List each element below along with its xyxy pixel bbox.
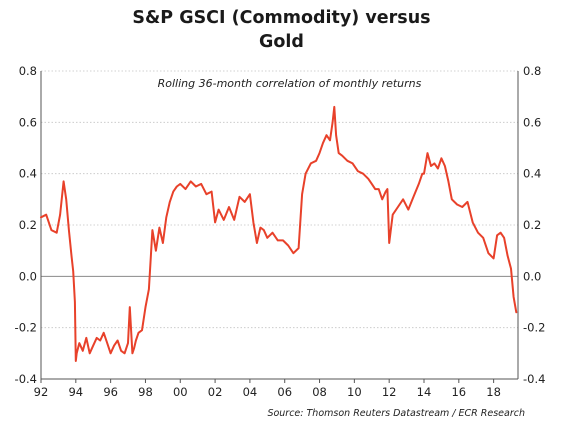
x-tick-label: 16	[451, 385, 466, 399]
y-tick-label-right: -0.2	[523, 321, 545, 335]
y-axis-left-labels: -0.4 -0.2 0.0 0.2 0.4 0.6 0.8	[15, 64, 37, 386]
x-tick-label: 06	[277, 385, 292, 399]
y-tick-label-right: 0.4	[523, 167, 541, 181]
y-tick-label-left: -0.2	[15, 321, 37, 335]
gridlines	[41, 70, 518, 329]
y-axis-right-labels: -0.4 -0.2 0.0 0.2 0.4 0.6 0.8	[523, 64, 545, 386]
y-tick-label-right: 0.8	[523, 64, 541, 78]
y-tick-label-left: 0.4	[19, 167, 37, 181]
x-tick-label: 08	[312, 385, 327, 399]
x-tick-label: 00	[173, 385, 188, 399]
chart-subtitle: Rolling 36-month correlation of monthly …	[158, 77, 422, 90]
chart-title-line-2: Gold	[259, 32, 304, 52]
chart-title-line-1: S&P GSCI (Commodity) versus	[132, 8, 431, 28]
y-tick-label-left: -0.4	[15, 372, 37, 386]
series-layer	[40, 105, 518, 362]
x-tick-label: 02	[208, 385, 223, 399]
x-tick-label: 96	[103, 385, 118, 399]
y-tick-label-right: 0.6	[523, 115, 541, 129]
x-tick-label: 92	[34, 385, 49, 399]
x-tick-label: 14	[417, 385, 432, 399]
x-axis-labels: 92 94 96 98 00 02 04 06 08 10 12 14 16 18	[34, 385, 501, 399]
source-note: Source: Thomson Reuters Datastream / ECR…	[267, 408, 525, 419]
y-tick-label-left: 0.0	[19, 269, 37, 283]
y-tick-label-right: 0.2	[523, 218, 541, 232]
axes	[40, 71, 519, 383]
y-tick-label-right: 0.0	[523, 269, 541, 283]
y-tick-label-left: 0.6	[19, 115, 37, 129]
chart-title: S&P GSCI (Commodity) versus Gold	[0, 6, 563, 54]
x-tick-label: 98	[138, 385, 153, 399]
x-tick-label: 10	[347, 385, 362, 399]
y-tick-label-left: 0.8	[19, 64, 37, 78]
y-tick-label-right: -0.4	[523, 372, 545, 386]
x-tick-label: 18	[486, 385, 501, 399]
series-line-0	[40, 105, 518, 362]
x-tick-label: 94	[68, 385, 83, 399]
x-tick-label: 12	[382, 385, 397, 399]
x-tick-label: 04	[243, 385, 258, 399]
y-tick-label-left: 0.2	[19, 218, 37, 232]
